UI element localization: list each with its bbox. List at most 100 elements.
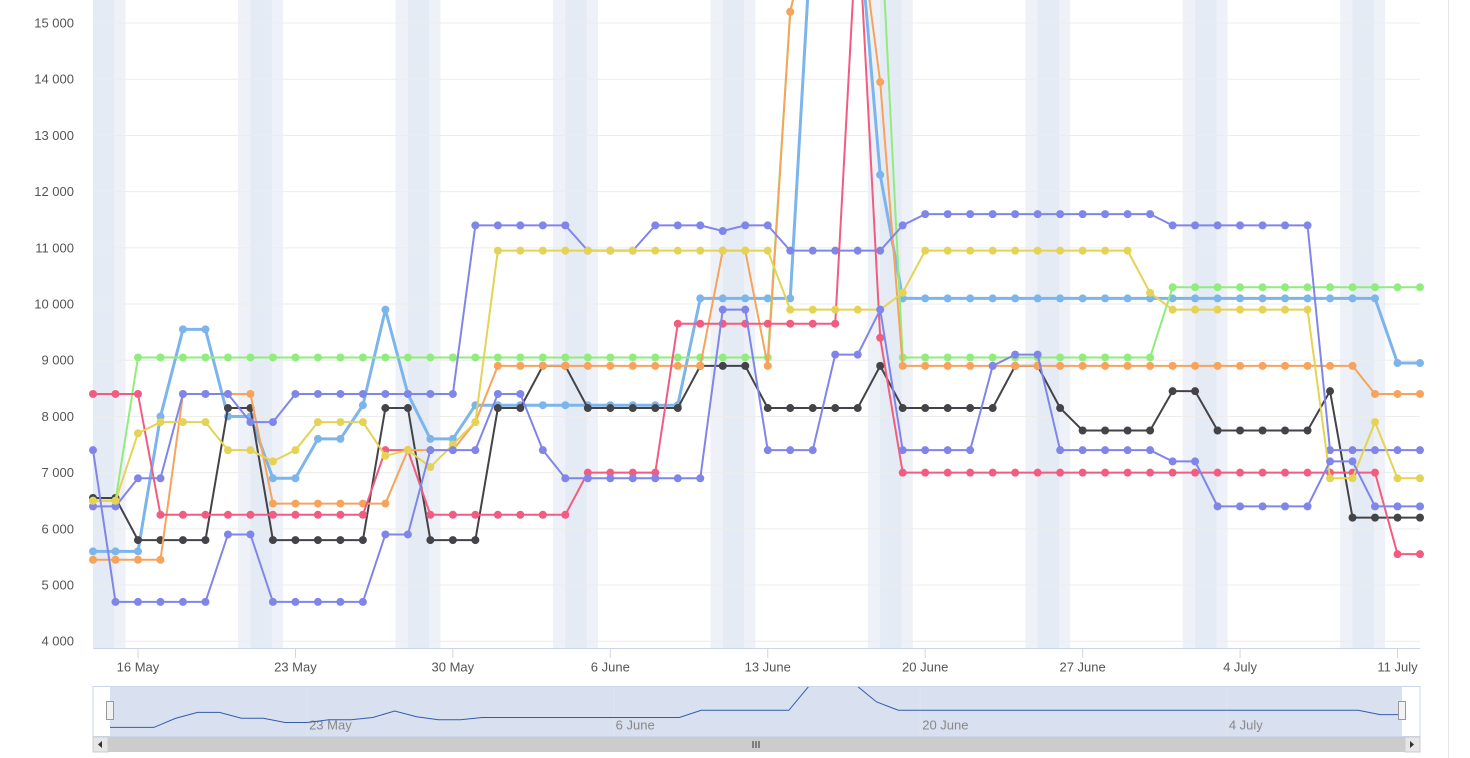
point	[1213, 283, 1222, 292]
point	[268, 474, 277, 483]
point	[1371, 389, 1380, 398]
point	[988, 361, 997, 370]
point	[1213, 221, 1222, 230]
x-tick-label: 23 May	[274, 659, 317, 674]
point	[786, 246, 795, 255]
navigator[interactable]: 23 May 6 June 20 June 4 July	[92, 684, 1421, 737]
point	[133, 597, 142, 606]
point	[1348, 283, 1357, 292]
point	[133, 474, 142, 483]
point	[358, 353, 367, 362]
point	[493, 246, 502, 255]
point	[1348, 513, 1357, 522]
point	[156, 353, 165, 362]
point	[1191, 305, 1200, 314]
arrow-left	[98, 741, 102, 748]
point	[1416, 446, 1424, 455]
point	[943, 468, 952, 477]
point	[223, 404, 232, 413]
point	[1056, 468, 1065, 477]
y-tick-label: 4 000	[41, 634, 74, 649]
point	[1101, 468, 1110, 477]
point	[1078, 446, 1087, 455]
point	[156, 597, 165, 606]
point	[831, 319, 840, 328]
point	[966, 210, 975, 219]
point	[1033, 294, 1042, 303]
point	[268, 510, 277, 519]
handle-left[interactable]	[106, 701, 114, 720]
point	[1258, 361, 1267, 370]
point	[606, 353, 615, 362]
point	[966, 361, 975, 370]
point	[921, 404, 930, 413]
point	[763, 446, 772, 455]
point	[1191, 283, 1200, 292]
point	[133, 547, 142, 556]
point	[651, 404, 660, 413]
point	[178, 389, 187, 398]
point	[538, 353, 547, 362]
navigator-mask	[110, 687, 1402, 736]
point	[1011, 361, 1020, 370]
point	[313, 418, 322, 427]
point	[381, 530, 390, 539]
y-tick-label: 11 000	[35, 240, 74, 255]
plot-area	[89, 0, 1424, 606]
y-tick-label: 7 000	[41, 465, 74, 480]
point	[898, 446, 907, 455]
point	[921, 353, 930, 362]
point	[133, 555, 142, 564]
point	[898, 288, 907, 297]
point	[1416, 283, 1424, 292]
point	[133, 353, 142, 362]
point	[291, 446, 300, 455]
point	[1146, 426, 1155, 435]
point	[831, 350, 840, 359]
point	[1371, 502, 1380, 511]
point	[516, 404, 525, 413]
point	[89, 555, 97, 564]
point	[1236, 221, 1245, 230]
point	[606, 404, 615, 413]
point	[1393, 550, 1402, 559]
navigator-label: 20 June	[922, 717, 968, 732]
point	[426, 510, 435, 519]
point	[786, 294, 795, 303]
point	[1101, 426, 1110, 435]
navigator-handles[interactable]	[106, 701, 1406, 720]
point	[336, 536, 345, 545]
point	[1123, 294, 1132, 303]
y-tick-label: 8 000	[41, 409, 74, 424]
point	[1326, 387, 1335, 396]
point	[201, 536, 210, 545]
point	[1191, 457, 1200, 466]
point	[313, 389, 322, 398]
point	[268, 353, 277, 362]
point	[1393, 359, 1402, 368]
point	[1393, 502, 1402, 511]
point	[1416, 513, 1424, 522]
point	[426, 446, 435, 455]
handle-right[interactable]	[1398, 701, 1406, 720]
navigator-label: 4 July	[1229, 717, 1263, 732]
point	[403, 389, 412, 398]
point	[988, 210, 997, 219]
point	[1146, 361, 1155, 370]
point	[1191, 361, 1200, 370]
point	[741, 361, 750, 370]
point	[583, 404, 592, 413]
point	[178, 418, 187, 427]
point	[763, 294, 772, 303]
point	[156, 474, 165, 483]
point	[538, 510, 547, 519]
scrollbar[interactable]	[92, 736, 1421, 753]
point	[493, 404, 502, 413]
point	[1011, 468, 1020, 477]
point	[1123, 468, 1132, 477]
point	[561, 401, 570, 410]
point	[223, 446, 232, 455]
navigator-series	[110, 687, 1402, 728]
point	[1281, 361, 1290, 370]
